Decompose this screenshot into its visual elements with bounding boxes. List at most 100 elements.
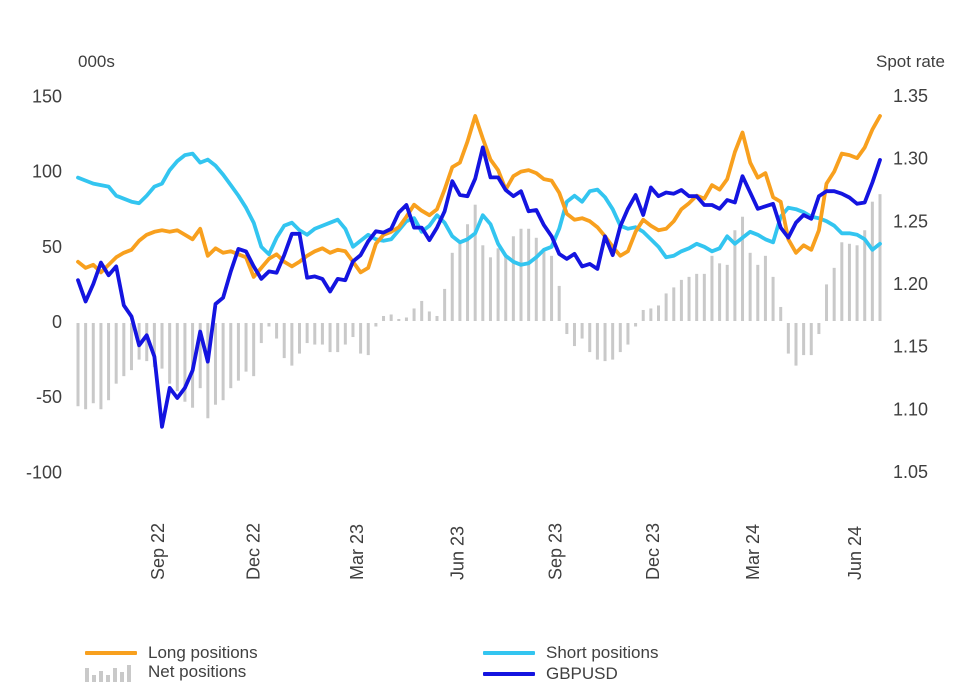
net-positions-bar [771, 276, 775, 321]
net-positions-bar [611, 323, 615, 360]
net-positions-bar [213, 323, 217, 405]
gbpusd-line [76, 145, 882, 429]
gbpusd-line-swatch-icon [483, 672, 535, 676]
net-positions-bar [183, 323, 187, 402]
net-positions-bar [817, 323, 821, 335]
long-positions-line [76, 114, 882, 279]
net-positions-bar [718, 263, 722, 321]
net-positions-bar [267, 323, 271, 327]
net-positions-bar [763, 255, 767, 321]
net-positions-bar [313, 323, 317, 345]
net-positions-bar [427, 311, 431, 321]
left-axis-tick-label: -50 [36, 387, 62, 407]
net-positions-bar [786, 323, 790, 354]
short-positions-line-swatch-icon [483, 651, 535, 655]
net-positions-bar [328, 323, 332, 353]
short-positions-line [76, 151, 882, 267]
net-positions-bar [382, 315, 386, 321]
net-positions-bar [450, 252, 454, 321]
net-positions-bar [741, 216, 745, 321]
net-positions-bar [114, 323, 118, 384]
net-positions-bar [855, 245, 859, 321]
net-positions-bar [282, 323, 286, 359]
net-positions-bar [679, 279, 683, 321]
net-positions-bar [107, 323, 111, 401]
net-positions-bar [725, 264, 729, 321]
net-positions-bar [152, 323, 156, 368]
net-positions-bar [511, 236, 515, 321]
net-positions-bar [840, 242, 844, 321]
x-axis-tick-label: Dec 23 [643, 523, 663, 580]
net-positions-bar [519, 228, 523, 321]
net-positions-bar [305, 323, 309, 344]
left-axis-tick-label: 0 [52, 312, 62, 332]
net-positions-bar [359, 323, 363, 354]
net-positions-bar [626, 323, 630, 345]
net-positions-bar [809, 323, 813, 356]
net-positions-bar [160, 323, 164, 369]
legend-label-net: Net positions [148, 662, 247, 681]
net-positions-bar [794, 323, 798, 366]
x-axis-tick-label: Sep 23 [545, 523, 565, 580]
right-axis-tick-label: 1.20 [893, 274, 928, 294]
net-positions-bar [76, 323, 80, 407]
net-positions-bar [847, 243, 851, 321]
net-positions-bar [504, 255, 508, 321]
net-positions-bar [870, 201, 874, 321]
x-axis-tick-label: Jun 23 [448, 526, 468, 580]
net-positions-bar [672, 287, 676, 321]
left-axis-title: 000s [78, 52, 115, 71]
net-positions-bar [320, 323, 324, 345]
net-positions-bar [481, 245, 485, 321]
net-positions-bar [664, 293, 668, 321]
net-positions-bar [542, 251, 546, 321]
legend-item-net: Net positions [85, 662, 246, 682]
net-positions-bar [748, 252, 752, 321]
net-positions-bar [252, 323, 256, 377]
net-positions-bar [91, 323, 95, 404]
net-positions-bar [634, 323, 638, 327]
net-positions-bar [756, 264, 760, 321]
right-axis-tick-label: 1.15 [893, 337, 928, 357]
net-positions-bar [236, 323, 240, 381]
net-positions-bar [343, 323, 347, 345]
net-positions-bar [565, 323, 569, 335]
legend-label-long: Long positions [148, 643, 258, 662]
legend-item-gbpusd: GBPUSD [483, 664, 618, 684]
net-positions-bar [527, 228, 531, 321]
net-positions-bar [290, 323, 294, 366]
left-axis-tick-label: 150 [32, 86, 62, 106]
net-positions-bar [733, 230, 737, 321]
net-positions-bar [420, 300, 424, 321]
right-axis-tick-label: 1.05 [893, 462, 928, 482]
net-positions-bar [466, 224, 470, 321]
net-positions-bar [84, 323, 88, 410]
net-positions-bar [641, 309, 645, 321]
net-positions-bar [404, 317, 408, 321]
net-positions-bar [145, 323, 149, 362]
net-positions-bar [496, 248, 500, 321]
right-axis-tick-label: 1.10 [893, 399, 928, 419]
right-axis-tick-label: 1.35 [893, 86, 928, 106]
net-positions-bar [649, 308, 653, 321]
legend-item-short: Short positions [483, 643, 658, 663]
net-positions-bar [687, 276, 691, 321]
net-positions-bar [298, 323, 302, 354]
net-positions-bar [351, 323, 355, 338]
legend-item-long: Long positions [85, 643, 258, 663]
net-positions-bar [702, 273, 706, 321]
net-positions-bar [603, 323, 607, 362]
net-positions-bar [336, 323, 340, 353]
net-positions-bar [534, 237, 538, 321]
net-positions-bar [412, 308, 416, 321]
right-axis-tick-label: 1.30 [893, 149, 928, 169]
net-positions-bar [221, 323, 225, 401]
net-positions-bar [695, 273, 699, 321]
right-axis-tick-label: 1.25 [893, 211, 928, 231]
net-positions-bar [389, 314, 393, 321]
net-positions-bar [229, 323, 233, 389]
net-positions-bar [168, 323, 172, 384]
net-positions-bar [397, 318, 401, 321]
net-positions-bar [175, 323, 179, 392]
